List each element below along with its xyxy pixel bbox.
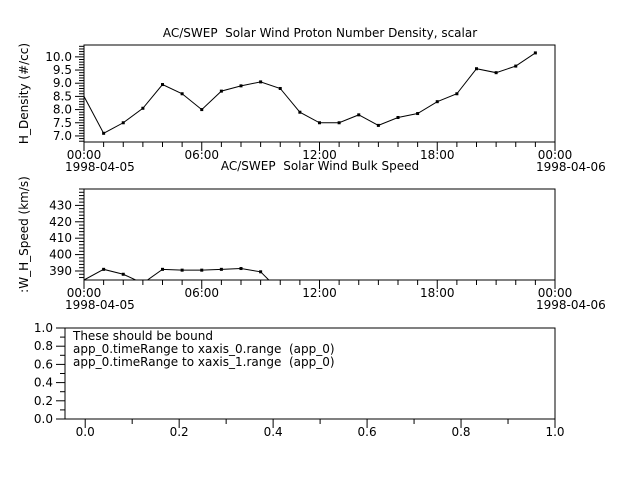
proton-density-ytick-label: 9.5 — [53, 63, 72, 77]
empty-panel-ytick-label: 0.4 — [34, 376, 53, 390]
empty-panel-xtick-label: 0.2 — [170, 425, 189, 439]
empty-panel-xtick-label: 1.0 — [545, 425, 564, 439]
proton-density-data-marker — [102, 131, 106, 135]
proton-density-data-marker — [475, 67, 478, 71]
empty-panel-ytick-label: 0.6 — [34, 357, 53, 371]
proton-density-data-marker — [318, 121, 321, 125]
proton-density-data-marker — [455, 92, 459, 96]
bulk-speed-data-marker — [180, 268, 184, 272]
bulk-speed-data-marker — [259, 270, 263, 274]
proton-density-xtick-label: 00:00 — [538, 148, 573, 162]
proton-density-data-marker — [435, 100, 439, 104]
proton-density-data-marker — [259, 80, 263, 84]
bulk-speed-series-line — [84, 268, 270, 280]
bulk-speed-ytick-label: 430 — [49, 198, 72, 212]
bulk-speed-ytick-label: 410 — [49, 231, 72, 245]
proton-density-series-line — [84, 52, 536, 134]
bulk-speed-data-marker — [102, 267, 106, 271]
proton-density-data-marker — [494, 71, 498, 75]
proton-density-data-marker — [200, 108, 204, 112]
proton-density-xtick-label: 12:00 — [302, 148, 337, 162]
proton-density-ytick-label: 10.0 — [45, 50, 72, 64]
proton-density-data-marker — [337, 121, 341, 125]
proton-density-data-marker — [396, 115, 400, 119]
chart-bulk-speed — [75, 188, 556, 289]
bulk-speed-data-marker — [200, 268, 204, 272]
proton-density-ytick-label: 8.5 — [53, 89, 72, 103]
proton-density-data-marker — [278, 86, 282, 90]
proton-density-data-marker — [161, 83, 164, 87]
proton-density-data-marker — [298, 110, 302, 114]
empty-panel-ytick-label: 0.0 — [34, 412, 53, 426]
empty-panel-xtick-label: 0.0 — [76, 425, 95, 439]
empty-panel-annotation-line: app_0.timeRange to xaxis_0.range (app_0) — [73, 342, 335, 356]
empty-panel-xtick-label: 0.4 — [264, 425, 283, 439]
chart-empty-panel — [56, 327, 556, 428]
proton-density-data-marker — [357, 113, 361, 117]
empty-panel-ytick-label: 1.0 — [34, 321, 53, 335]
proton-density-data-marker — [121, 121, 125, 125]
chart-proton-density — [75, 44, 556, 151]
proton-density-xtick-label: 06:00 — [184, 148, 219, 162]
bulk-speed-data-marker — [121, 272, 125, 276]
proton-density-data-marker — [416, 112, 420, 116]
proton-density-data-marker — [219, 89, 223, 93]
empty-panel-xtick-label: 0.6 — [358, 425, 377, 439]
bulk-speed-date-right: 1998-04-06 — [536, 298, 606, 312]
proton-density-data-marker — [239, 84, 243, 88]
proton-density-data-marker — [514, 64, 518, 68]
empty-panel-annotation-line: These should be bound — [72, 329, 213, 343]
chart2-title: AC/SWEP Solar Wind Bulk Speed — [220, 159, 420, 173]
bulk-speed-xtick-label: 00:00 — [538, 286, 573, 300]
bulk-speed-xtick-label: 06:00 — [184, 286, 219, 300]
proton-density-ytick-label: 8.0 — [53, 103, 72, 117]
bulk-speed-ytick-label: 400 — [49, 248, 72, 262]
proton-density-xtick-label: 18:00 — [420, 148, 455, 162]
bulk-speed-date-left: 1998-04-05 — [65, 298, 135, 312]
empty-panel-annotation-line: app_0.timeRange to xaxis_1.range (app_0) — [73, 355, 335, 369]
bulk-speed-ytick-label: 390 — [49, 264, 72, 278]
bulk-speed-data-marker — [239, 267, 243, 271]
proton-density-xtick-label: 00:00 — [67, 148, 102, 162]
bulk-speed-plot-frame[interactable] — [83, 188, 556, 281]
empty-panel-xtick-label: 0.8 — [451, 425, 470, 439]
bulk-speed-ytick-label: 420 — [49, 215, 72, 229]
proton-density-date-right: 1998-04-06 — [536, 160, 606, 174]
bulk-speed-yaxis-title: :W_H_Speed (km/s) — [17, 176, 31, 293]
bulk-speed-data-marker — [219, 267, 223, 271]
proton-density-data-marker — [533, 51, 537, 55]
proton-density-ytick-label: 7.0 — [53, 129, 72, 143]
bulk-speed-xtick-label: 00:00 — [67, 286, 102, 300]
bulk-speed-data-marker — [161, 267, 164, 271]
empty-panel-ytick-label: 0.2 — [34, 394, 53, 408]
proton-density-ytick-label: 7.5 — [53, 116, 72, 130]
bulk-speed-xtick-label: 12:00 — [302, 286, 337, 300]
proton-density-data-marker — [180, 92, 184, 96]
proton-density-ytick-label: 9.0 — [53, 76, 72, 90]
proton-density-data-marker — [141, 106, 145, 110]
bulk-speed-xtick-label: 18:00 — [420, 286, 455, 300]
proton-density-date-left: 1998-04-05 — [65, 160, 135, 174]
proton-density-yaxis-title: H_Density (#/cc) — [17, 43, 31, 144]
chart1-title: AC/SWEP Solar Wind Proton Number Density… — [162, 26, 478, 40]
proton-density-data-marker — [376, 123, 380, 127]
empty-panel-ytick-label: 0.8 — [34, 339, 53, 353]
